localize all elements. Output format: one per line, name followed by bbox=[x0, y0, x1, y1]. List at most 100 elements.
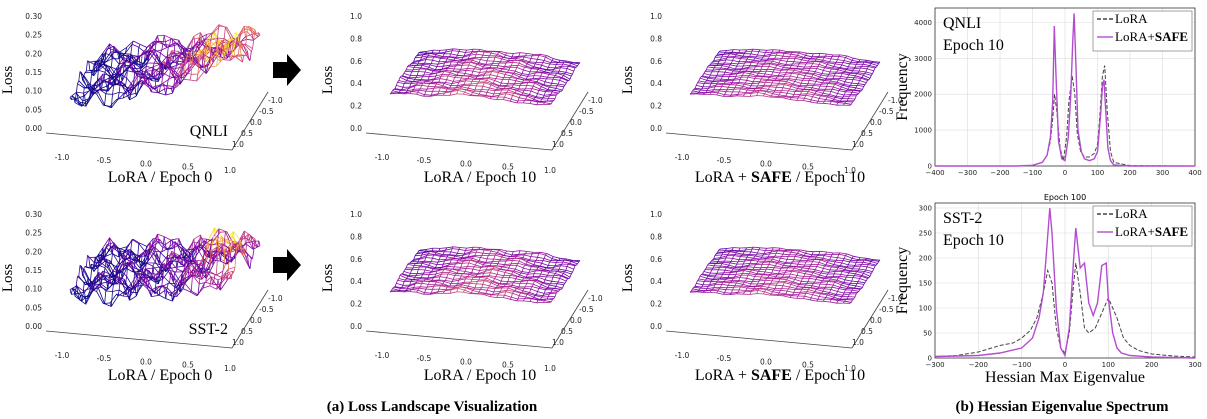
surface-line bbox=[720, 67, 728, 70]
surface-line bbox=[394, 85, 397, 89]
surface-line bbox=[529, 58, 532, 63]
surface-line bbox=[186, 47, 194, 50]
surface-line bbox=[709, 94, 717, 96]
surface-line bbox=[230, 49, 233, 58]
surface-line bbox=[419, 59, 426, 62]
surface-line bbox=[792, 81, 795, 85]
surface-line bbox=[148, 270, 151, 277]
surface-line bbox=[522, 92, 530, 95]
surface-line bbox=[807, 61, 814, 63]
surface-line bbox=[507, 79, 510, 84]
surface-line bbox=[851, 58, 854, 61]
surface-line bbox=[838, 78, 840, 81]
x-tick-label: 1.0 bbox=[844, 166, 856, 175]
surface-line bbox=[205, 238, 208, 244]
surface-line bbox=[80, 266, 83, 276]
surface-line bbox=[715, 82, 718, 86]
surface-line bbox=[165, 255, 168, 267]
surface-line bbox=[495, 76, 498, 79]
surface-line bbox=[503, 74, 506, 78]
surface-line bbox=[860, 77, 868, 81]
surface-line bbox=[534, 82, 536, 84]
surface-line bbox=[805, 54, 813, 58]
surface-line bbox=[485, 68, 488, 72]
surface-line bbox=[568, 65, 570, 67]
surface-line bbox=[473, 89, 476, 92]
surface-line bbox=[811, 99, 818, 102]
surface-line bbox=[165, 261, 173, 273]
surface-line bbox=[211, 254, 214, 266]
surface-line bbox=[805, 62, 808, 65]
surface-line bbox=[810, 56, 813, 59]
surface-line bbox=[177, 40, 180, 45]
surface-line bbox=[185, 252, 188, 256]
surface-line bbox=[755, 85, 758, 89]
surface-line bbox=[416, 54, 418, 57]
surface-line bbox=[718, 80, 726, 82]
surface-line bbox=[453, 48, 461, 50]
surface-line bbox=[850, 82, 853, 86]
surface-line bbox=[541, 71, 544, 74]
surface-line bbox=[206, 271, 209, 273]
surface-line bbox=[252, 32, 259, 35]
surface-wireframe bbox=[689, 48, 881, 106]
surface-line bbox=[135, 70, 143, 72]
surface-line bbox=[737, 82, 740, 84]
surface-line bbox=[84, 282, 92, 293]
surface-line bbox=[165, 38, 173, 43]
surface-line bbox=[842, 73, 849, 76]
surface-line bbox=[517, 97, 520, 102]
surface-line bbox=[542, 72, 549, 75]
surface-line bbox=[537, 58, 545, 61]
surface-line bbox=[721, 84, 724, 87]
surface-line bbox=[134, 267, 141, 271]
surface-line bbox=[158, 263, 167, 273]
surface-line bbox=[179, 74, 188, 85]
y-tick-label: 0.5 bbox=[241, 327, 253, 336]
surface-line bbox=[223, 240, 226, 261]
surface-line bbox=[448, 65, 456, 68]
surface-line bbox=[112, 84, 115, 95]
surface-line bbox=[86, 99, 89, 104]
surface-line bbox=[855, 94, 858, 97]
surface-line bbox=[845, 69, 853, 72]
surface-line bbox=[231, 37, 234, 43]
surface-line bbox=[572, 62, 579, 65]
surface-line bbox=[215, 47, 218, 56]
surface-line bbox=[812, 94, 815, 97]
surface-line bbox=[226, 239, 229, 244]
surface-line bbox=[505, 61, 508, 64]
surface-line bbox=[817, 64, 820, 67]
surface-line bbox=[125, 87, 128, 94]
surface-line bbox=[839, 67, 846, 70]
surface-line bbox=[177, 238, 180, 246]
surface-line bbox=[411, 289, 418, 291]
surface-line bbox=[800, 69, 803, 73]
surface-line bbox=[190, 242, 193, 256]
surface-line bbox=[862, 61, 865, 65]
surface-line bbox=[741, 65, 744, 69]
surface-line bbox=[753, 66, 756, 70]
surface-line bbox=[477, 93, 480, 96]
surface-line bbox=[747, 75, 750, 78]
surface-line bbox=[462, 55, 465, 58]
surface-line bbox=[544, 300, 552, 303]
surface-line bbox=[498, 72, 506, 75]
surface-line bbox=[451, 288, 458, 291]
surface-line bbox=[781, 56, 784, 59]
surface-line bbox=[762, 55, 765, 58]
surface-line bbox=[864, 82, 867, 85]
surface-line bbox=[163, 61, 166, 66]
surface-line bbox=[467, 57, 474, 61]
surface-line bbox=[185, 71, 188, 75]
surface-line bbox=[412, 287, 420, 290]
surface-line bbox=[440, 87, 448, 90]
z-tick-label: 0.6 bbox=[350, 255, 362, 264]
surface-line bbox=[703, 92, 705, 95]
surface-line bbox=[152, 66, 155, 78]
surface-line bbox=[778, 49, 781, 53]
surface-line bbox=[86, 294, 89, 300]
surface-line bbox=[825, 96, 828, 100]
surface-line bbox=[839, 78, 847, 80]
surface-line bbox=[518, 55, 526, 57]
